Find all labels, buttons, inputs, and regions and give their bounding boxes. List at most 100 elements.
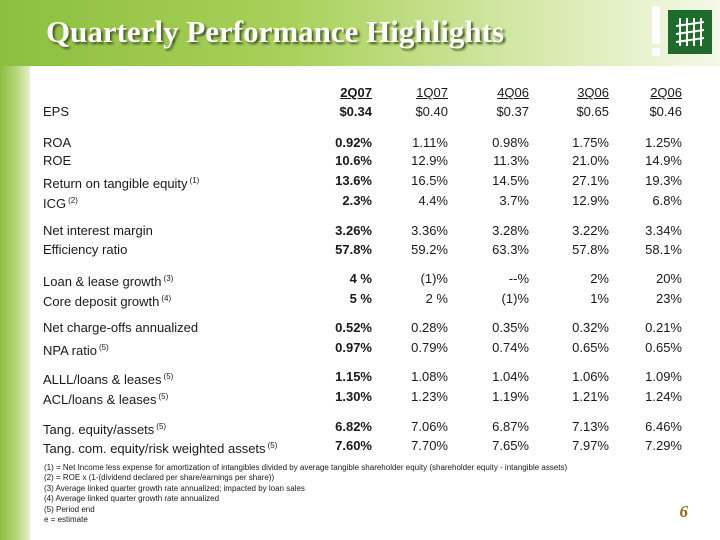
table-cell: 59.2%	[411, 242, 448, 257]
row-label: Loan & lease growth (3)	[43, 271, 173, 290]
table-cell: 6.8%	[652, 193, 682, 208]
footnote-ref: (5)	[156, 422, 167, 431]
table-cell: 27.1%	[572, 173, 609, 188]
header-accent-dot	[652, 48, 660, 56]
table-cell: 0.52%	[335, 320, 372, 335]
footnote-ref: (2)	[68, 196, 78, 205]
table-cell: 0.21%	[645, 320, 682, 335]
table-cell: 14.5%	[492, 173, 529, 188]
table-cell: 1.04%	[492, 369, 529, 384]
table-cell: 0.28%	[411, 320, 448, 335]
table-cell: 0.97%	[335, 340, 372, 355]
table-cell: 12.9%	[411, 153, 448, 168]
table-cell: 1.06%	[572, 369, 609, 384]
table-cell: 3.22%	[572, 223, 609, 238]
footnote-ref: (5)	[98, 343, 109, 352]
table-cell: 13.6%	[335, 173, 372, 188]
table-cell: 0.92%	[335, 135, 372, 150]
row-label-text: Tang. equity/assets	[43, 422, 155, 437]
table-cell: 1.75%	[572, 135, 609, 150]
table-cell: 1.15%	[335, 369, 372, 384]
footnote-ref: (4)	[161, 294, 172, 303]
table-cell: 7.06%	[411, 419, 448, 434]
footnote-ref: (3)	[163, 274, 174, 283]
row-label: EPS	[43, 104, 69, 120]
table-cell: 1.23%	[411, 389, 448, 404]
row-label: Tang. com. equity/risk weighted assets (5…	[43, 438, 277, 457]
table-cell: 1.21%	[572, 389, 609, 404]
table-cell: 7.70%	[411, 438, 448, 453]
row-label-text: NPA ratio	[43, 343, 97, 358]
row-label: NPA ratio (5)	[43, 340, 109, 359]
row-label-text: ACL/loans & leases	[43, 392, 157, 407]
table-cell: 7.97%	[572, 438, 609, 453]
table-cell: 23%	[655, 291, 682, 306]
row-label: Efficiency ratio	[43, 242, 127, 258]
row-label-text: Net interest margin	[43, 223, 153, 238]
table-cell: 19.3%	[645, 173, 682, 188]
footnote: (2) = ROE x (1-(dividend declared per sh…	[44, 473, 275, 482]
table-cell: 58.1%	[645, 242, 682, 257]
table-cell: 1.30%	[335, 389, 372, 404]
column-header: 4Q06	[497, 85, 529, 100]
column-header: 2Q07	[340, 85, 372, 100]
row-label-text: EPS	[43, 104, 70, 119]
table-cell: 1.08%	[411, 369, 448, 384]
table-cell: 5 %	[349, 291, 372, 306]
row-label-text: Net charge-offs annualized	[43, 320, 199, 335]
footnote: (1) = Net Income less expense for amorti…	[44, 463, 568, 472]
table-cell: $0.37	[496, 104, 529, 119]
row-label-text: ROE	[43, 153, 72, 168]
footnote-ref: (1)	[189, 176, 200, 185]
table-cell: 3.26%	[335, 223, 372, 238]
row-label-text: ROA	[43, 135, 72, 150]
row-label-text: Loan & lease growth	[43, 274, 162, 289]
table-cell: 7.13%	[572, 419, 609, 434]
footnote: (5) Period end	[44, 505, 95, 514]
table-cell: 14.9%	[645, 153, 682, 168]
table-cell: 21.0%	[572, 153, 609, 168]
row-label: ICG (2)	[43, 193, 78, 212]
column-header: 3Q06	[577, 85, 609, 100]
table-cell: 20%	[655, 271, 682, 286]
table-cell: 0.74%	[492, 340, 529, 355]
row-label: ROA	[43, 135, 71, 151]
table-cell: (1)%	[420, 271, 448, 286]
table-cell: 57.8%	[572, 242, 609, 257]
footnote: (4) Average linked quarter growth rate a…	[44, 494, 220, 503]
table-cell: --%	[508, 271, 529, 286]
table-cell: 2 %	[425, 291, 448, 306]
table-cell: 3.7%	[499, 193, 529, 208]
row-label-text: Core deposit growth	[43, 294, 160, 309]
footnote: (3) Average linked quarter growth rate a…	[44, 484, 305, 493]
table-cell: 7.60%	[335, 438, 372, 453]
row-label: Tang. equity/assets (5)	[43, 419, 166, 438]
table-cell: 10.6%	[335, 153, 372, 168]
table-cell: $0.46	[649, 104, 682, 119]
table-cell: 57.8%	[335, 242, 372, 257]
footnote: e = estimate	[44, 515, 88, 524]
table-cell: 63.3%	[492, 242, 529, 257]
column-header: 1Q07	[416, 85, 448, 100]
table-cell: 1.19%	[492, 389, 529, 404]
table-cell: (1)%	[501, 291, 529, 306]
table-cell: 4 %	[349, 271, 372, 286]
row-label: ROE	[43, 153, 71, 169]
table-cell: $0.34	[339, 104, 372, 119]
table-cell: 0.79%	[411, 340, 448, 355]
bank-logo-icon	[668, 10, 712, 54]
header-band	[0, 0, 720, 66]
table-cell: 0.32%	[572, 320, 609, 335]
header-accent-bar	[652, 6, 660, 44]
table-cell: 6.46%	[645, 419, 682, 434]
row-label-text: Tang. com. equity/risk weighted assets	[43, 441, 266, 456]
table-cell: 6.87%	[492, 419, 529, 434]
table-cell: 1.24%	[645, 389, 682, 404]
table-cell: 0.98%	[492, 135, 529, 150]
footnote-ref: (5)	[158, 392, 169, 401]
table-cell: $0.40	[415, 104, 448, 119]
row-label-text: Efficiency ratio	[43, 242, 128, 257]
table-cell: 6.82%	[335, 419, 372, 434]
table-cell: 1%	[590, 291, 609, 306]
table-cell: 2%	[590, 271, 609, 286]
